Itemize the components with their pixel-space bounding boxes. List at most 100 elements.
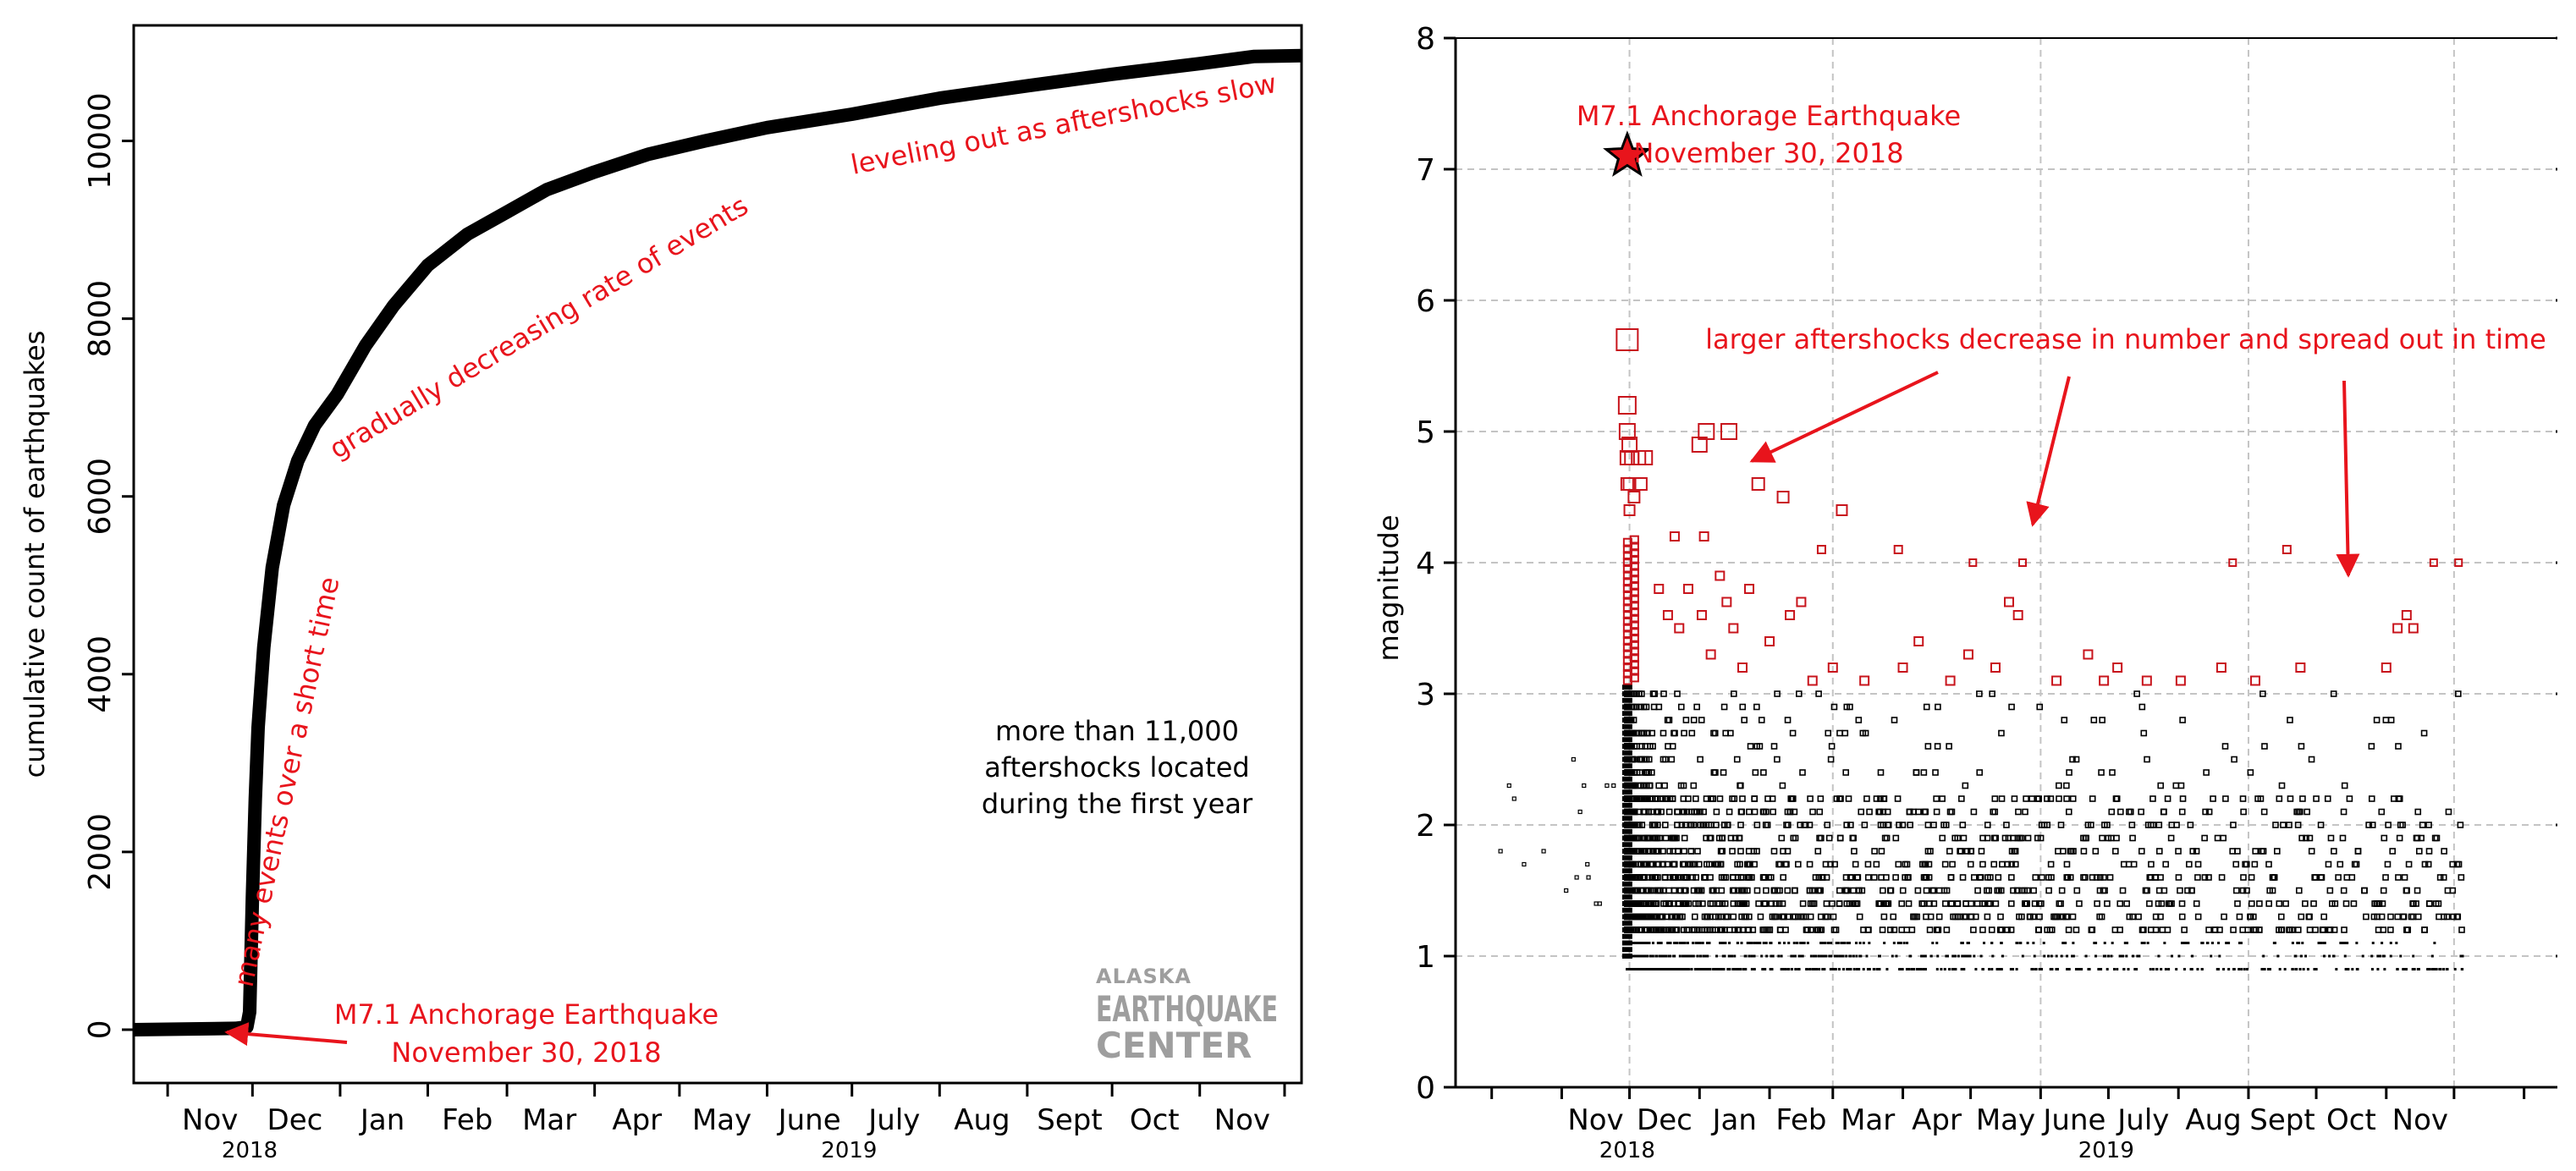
small-aftershock-marker [1698,717,1705,723]
tiny-aftershock-marker [1830,942,1833,944]
small-aftershock-marker [2318,874,2326,881]
small-aftershock-marker [1660,729,1667,737]
dense-aftershock-marker [1621,704,1632,710]
tiny-aftershock-marker [1935,968,1939,970]
small-aftershock-marker [2155,822,2163,828]
small-aftershock-marker [2425,822,2432,828]
tiny-aftershock-marker [2283,968,2287,970]
small-aftershock-marker [1899,887,1907,894]
small-aftershock-marker [2008,900,2015,907]
small-aftershock-marker [2401,874,2408,881]
small-aftershock-marker [1913,913,1920,921]
tiny-aftershock-marker [1823,954,1826,958]
tiny-aftershock-marker [2122,954,2125,958]
small-aftershock-marker [1780,874,1786,881]
small-aftershock-marker [1890,913,1897,921]
dense-aftershock-marker [1621,881,1632,887]
small-aftershock-marker [1791,808,1798,816]
small-aftershock-marker [2128,822,2136,828]
small-aftershock-marker [2232,860,2240,868]
small-aftershock-marker [1586,875,1591,880]
small-aftershock-marker [2297,808,2304,816]
small-aftershock-marker [1949,860,1956,868]
tiny-aftershock-marker [1644,968,1648,970]
small-aftershock-marker [1922,808,1929,816]
tiny-aftershock-marker [2133,968,2137,970]
small-aftershock-marker [1691,913,1698,921]
tiny-aftershock-marker [1818,968,1821,970]
dense-aftershock-marker [1621,888,1632,893]
small-aftershock-marker [2230,926,2237,933]
dense-aftershock-marker [1621,842,1632,848]
small-aftershock-marker [2060,913,2067,921]
small-aftershock-marker [1645,808,1653,816]
medium-aftershock-marker [2249,675,2260,686]
dense-aftershock-marker [1621,855,1632,860]
small-aftershock-marker [2036,703,2044,711]
small-aftershock-marker [2063,860,2071,868]
small-aftershock-marker [2175,848,2182,855]
tiny-aftershock-marker [1858,954,1862,958]
small-aftershock-marker [1926,900,1933,907]
tiny-aftershock-marker [2343,942,2347,944]
tiny-aftershock-marker [1770,942,1773,944]
small-aftershock-marker [2389,848,2396,855]
tiny-aftershock-marker [1812,954,1815,958]
tiny-aftershock-marker [1961,954,1964,958]
tiny-aftershock-marker [1637,968,1640,970]
small-aftershock-marker [1783,860,1790,868]
tiny-aftershock-marker [1648,968,1651,970]
small-aftershock-marker [1643,913,1650,921]
small-aftershock-marker [1895,860,1902,868]
small-aftershock-marker [1774,756,1781,763]
tiny-aftershock-marker [1765,954,1769,958]
small-aftershock-marker [1979,860,1986,868]
tiny-aftershock-marker [1960,942,1963,944]
small-aftershock-marker [2260,848,2267,855]
tiny-aftershock-marker [1692,942,1695,944]
small-aftershock-marker [2382,717,2390,723]
small-aftershock-marker [1669,795,1676,802]
magnitude-y-tick-label: 0 [1416,1071,1435,1106]
dense-aftershock-marker [1621,940,1632,946]
small-aftershock-marker [2084,822,2092,828]
medium-aftershock-marker [1682,584,1693,594]
small-aftershock-marker [1780,848,1786,855]
small-aftershock-marker [2257,795,2265,802]
small-aftershock-marker [2126,808,2133,816]
tiny-aftershock-marker [1793,954,1797,958]
magnitude-month-label: June [2041,1103,2105,1137]
small-aftershock-marker [2072,756,2080,763]
dense-aftershock-marker [1621,861,1632,867]
large-aftershock-marker [1633,477,1648,491]
small-aftershock-marker [1604,783,1610,789]
small-aftershock-marker [1879,926,1886,933]
small-aftershock-marker [2172,782,2180,789]
large-aftershock-marker [1968,558,1978,567]
tiny-aftershock-marker [2322,954,2326,958]
small-aftershock-marker [1770,848,1778,855]
small-aftershock-marker [1827,756,1835,763]
small-aftershock-marker [1766,926,1774,933]
tiny-aftershock-marker [1878,968,1881,970]
tiny-aftershock-marker [1919,968,1923,970]
tiny-aftershock-marker [2040,968,2044,970]
tiny-aftershock-marker [1712,968,1715,970]
small-aftershock-marker [1679,860,1687,868]
small-aftershock-marker [1717,848,1725,855]
small-aftershock-marker [1807,795,1814,802]
magnitude-y-tick-label: 8 [1416,22,1435,57]
small-aftershock-marker [2409,913,2417,921]
tiny-aftershock-marker [2084,954,2088,958]
small-aftershock-marker [1655,782,1663,789]
small-aftershock-marker [2256,900,2263,907]
magnitude-y-tick-label: 3 [1416,678,1435,712]
small-aftershock-marker [1644,795,1651,802]
tiny-aftershock-marker [2370,954,2374,958]
small-aftershock-marker [2243,887,2250,894]
small-aftershock-marker [1907,822,1913,828]
small-aftershock-marker [2117,808,2124,816]
small-aftershock-marker [2421,860,2429,868]
tiny-aftershock-marker [2301,942,2304,944]
tiny-aftershock-marker [1750,954,1753,958]
